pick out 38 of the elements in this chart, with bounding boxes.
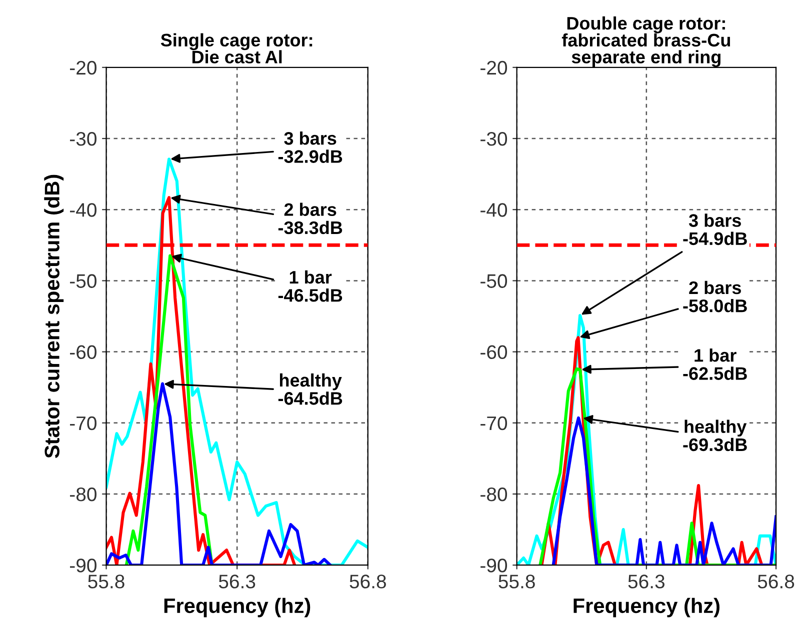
y-tick-label: -80 (70, 487, 96, 502)
y-tick-label: -80 (480, 487, 508, 502)
y-tick-label: -60 (70, 345, 96, 360)
y-tick-label: -30 (70, 132, 96, 146)
y-tick-label: -20 (480, 60, 508, 75)
annotation: 2 bars -58.0dB (683, 280, 747, 312)
x-tick-label: 55.8 (88, 574, 124, 588)
annotation: 2 bars -38.3dB (278, 202, 342, 234)
line-series (538, 367, 776, 566)
line-series (124, 254, 214, 566)
y-axis-title: Stator current spectrum (dB) (44, 174, 64, 458)
y-tick-label: -90 (480, 558, 508, 572)
y-tick-label: -20 (70, 60, 96, 75)
x-tick-label: 56.3 (218, 574, 256, 588)
y-tick-label: -50 (480, 274, 508, 288)
y-tick-label: -40 (70, 203, 96, 217)
chart-title: Double cage rotor: fabricated brass-Cu separate end ring (562, 16, 730, 68)
annotation: 1 bar -62.5dB (683, 348, 747, 380)
y-tick-label: -70 (70, 416, 96, 430)
y-tick-label: -70 (480, 416, 508, 430)
chart-title: Single cage rotor: Die cast Al (160, 33, 312, 64)
x-axis-title: Frequency (hz) (574, 598, 720, 618)
x-axis-title: Frequency (hz) (164, 598, 310, 618)
x-tick-label: 56.8 (350, 574, 386, 588)
y-tick-label: -50 (70, 274, 96, 288)
annotation: 3 bars -54.9dB (683, 214, 747, 246)
annotation: 3 bars -32.9dB (278, 132, 342, 163)
y-tick-label: -30 (480, 132, 508, 146)
x-tick-label: 55.8 (498, 574, 535, 588)
annotation: healthy -69.3dB (683, 420, 747, 452)
annotation: healthy -64.5dB (278, 373, 342, 405)
y-tick-label: -90 (70, 558, 96, 572)
annotation: 1 bar -46.5dB (278, 270, 342, 302)
y-tick-label: -60 (480, 345, 508, 360)
x-tick-label: 56.8 (758, 574, 794, 588)
x-tick-label: 56.3 (628, 574, 664, 588)
line-series (552, 416, 776, 566)
y-tick-label: -40 (480, 203, 508, 217)
